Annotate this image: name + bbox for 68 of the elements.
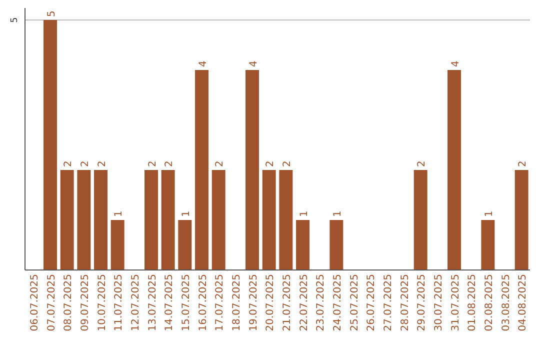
data-label: 2	[265, 160, 276, 167]
x-tick-label: 23.07.2025	[316, 274, 327, 332]
bar	[77, 170, 91, 270]
bar	[262, 170, 276, 270]
x-tick-label: 16.07.2025	[198, 274, 209, 332]
x-tick-label: 21.07.2025	[282, 274, 293, 332]
x-tick-label: 22.07.2025	[298, 274, 310, 332]
bar	[161, 170, 175, 270]
x-tick-label: 27.07.2025	[382, 274, 394, 332]
x-tick-label: 29.07.2025	[416, 274, 428, 332]
x-tick-label: 24.07.2025	[332, 274, 344, 332]
bar	[212, 170, 226, 270]
data-label: 5	[46, 10, 58, 17]
bar	[195, 70, 208, 270]
x-tick-label: 15.07.2025	[180, 274, 192, 332]
data-label: 1	[484, 210, 495, 217]
bar	[514, 170, 528, 270]
bar	[296, 220, 310, 270]
data-label: 2	[164, 160, 176, 167]
x-tick-label: 08.07.2025	[63, 274, 74, 332]
data-label: 4	[450, 60, 462, 67]
data-label: 1	[114, 210, 125, 217]
data-label: 2	[96, 160, 108, 167]
bar	[60, 170, 74, 270]
bar	[178, 220, 192, 270]
data-label: 2	[416, 160, 428, 167]
x-tick-label: 07.07.2025	[46, 274, 58, 332]
x-tick-label: 26.07.2025	[366, 274, 378, 332]
bar	[330, 220, 344, 270]
data-label: 2	[147, 160, 158, 167]
data-label: 1	[298, 210, 310, 217]
bar	[44, 20, 57, 270]
x-tick-label: 09.07.2025	[80, 274, 91, 332]
bar	[448, 70, 461, 270]
x-tick-label: 10.07.2025	[96, 274, 108, 332]
data-label: 2	[80, 160, 91, 167]
bar	[279, 170, 293, 270]
x-tick-label: 30.07.2025	[433, 274, 444, 332]
x-tick-label: 01.08.2025	[467, 274, 478, 332]
bar	[94, 170, 108, 270]
x-tick-label: 02.08.2025	[484, 274, 495, 332]
bar	[110, 220, 124, 270]
bar	[481, 220, 495, 270]
data-label: 2	[518, 160, 529, 167]
data-label: 4	[198, 60, 209, 67]
bar	[414, 170, 428, 270]
x-tick-label: 04.08.2025	[518, 274, 529, 332]
x-tick-label: 25.07.2025	[349, 274, 360, 332]
x-tick-label: 14.07.2025	[164, 274, 176, 332]
x-tick-label: 12.07.2025	[130, 274, 142, 332]
x-tick-label: 18.07.2025	[231, 274, 242, 332]
x-tick-label: 19.07.2025	[248, 274, 260, 332]
x-tick-label: 11.07.2025	[114, 274, 125, 332]
x-tick-label: 13.07.2025	[147, 274, 158, 332]
bar	[246, 70, 259, 270]
data-label: 1	[180, 210, 192, 217]
x-tick-label: 06.07.2025	[29, 274, 40, 332]
x-tick-label: 03.08.2025	[500, 274, 512, 332]
x-tick-label: 31.07.2025	[450, 274, 462, 332]
data-label: 2	[214, 160, 226, 167]
data-label: 2	[63, 160, 74, 167]
x-tick-label: 28.07.2025	[400, 274, 411, 332]
bar	[144, 170, 158, 270]
data-label: 2	[282, 160, 293, 167]
data-label: 1	[332, 210, 344, 217]
x-tick-label: 17.07.2025	[214, 274, 226, 332]
data-label: 4	[248, 60, 260, 67]
x-tick-label: 20.07.2025	[265, 274, 276, 332]
